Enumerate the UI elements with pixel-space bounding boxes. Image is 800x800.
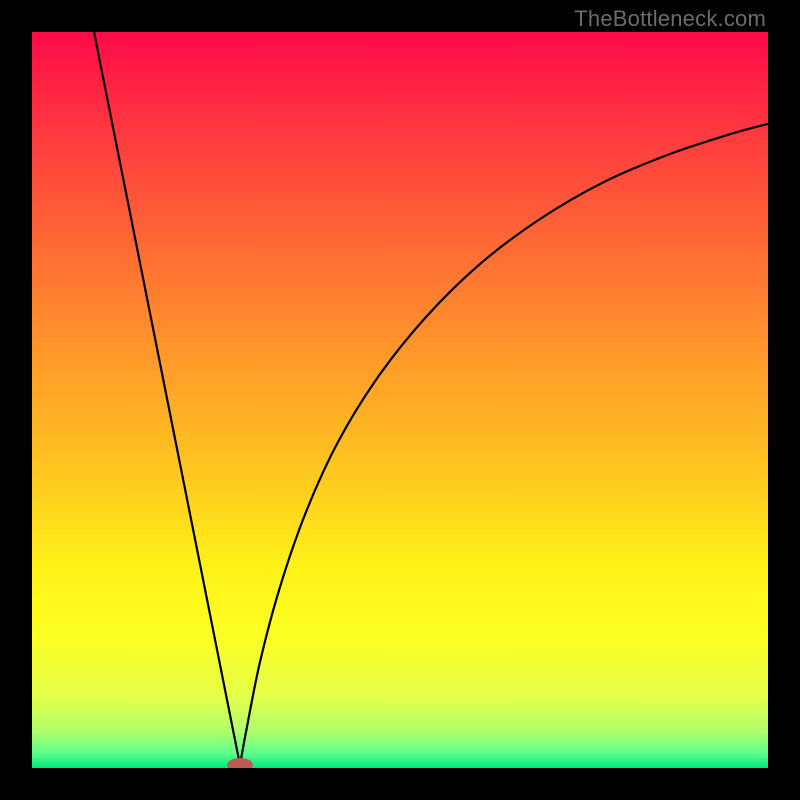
curve-layer — [32, 32, 768, 768]
left-curve — [94, 32, 240, 765]
chart-container: TheBottleneck.com — [0, 0, 800, 800]
dip-marker — [227, 758, 253, 768]
right-curve — [240, 124, 768, 765]
watermark-text: TheBottleneck.com — [574, 6, 766, 32]
plot-area — [32, 32, 768, 768]
